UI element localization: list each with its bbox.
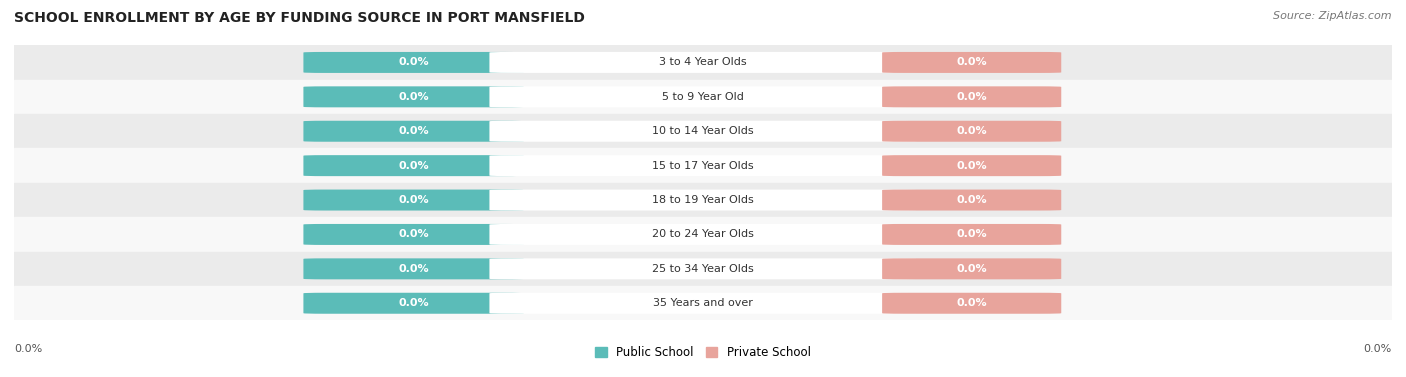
FancyBboxPatch shape [489, 258, 917, 279]
Bar [14, 217, 1392, 252]
Bar [14, 80, 1392, 114]
Text: 0.0%: 0.0% [956, 264, 987, 274]
FancyBboxPatch shape [304, 121, 524, 142]
Text: 5 to 9 Year Old: 5 to 9 Year Old [662, 92, 744, 102]
FancyBboxPatch shape [304, 190, 524, 210]
FancyBboxPatch shape [489, 121, 917, 142]
FancyBboxPatch shape [882, 190, 1062, 210]
Text: 0.0%: 0.0% [956, 195, 987, 205]
Bar [14, 45, 1392, 80]
Text: 0.0%: 0.0% [398, 161, 429, 171]
Text: 0.0%: 0.0% [398, 92, 429, 102]
FancyBboxPatch shape [304, 86, 524, 107]
FancyBboxPatch shape [304, 293, 524, 314]
FancyBboxPatch shape [882, 52, 1062, 73]
Text: 0.0%: 0.0% [398, 298, 429, 308]
FancyBboxPatch shape [304, 224, 524, 245]
FancyBboxPatch shape [304, 155, 524, 176]
Text: 3 to 4 Year Olds: 3 to 4 Year Olds [659, 57, 747, 67]
Text: SCHOOL ENROLLMENT BY AGE BY FUNDING SOURCE IN PORT MANSFIELD: SCHOOL ENROLLMENT BY AGE BY FUNDING SOUR… [14, 11, 585, 25]
Text: 0.0%: 0.0% [398, 57, 429, 67]
FancyBboxPatch shape [882, 86, 1062, 107]
Text: Source: ZipAtlas.com: Source: ZipAtlas.com [1274, 11, 1392, 21]
Text: 0.0%: 0.0% [398, 230, 429, 239]
Text: 0.0%: 0.0% [956, 126, 987, 136]
Text: 0.0%: 0.0% [14, 344, 42, 354]
FancyBboxPatch shape [882, 258, 1062, 279]
Text: 10 to 14 Year Olds: 10 to 14 Year Olds [652, 126, 754, 136]
Text: 0.0%: 0.0% [956, 57, 987, 67]
Text: 0.0%: 0.0% [1364, 344, 1392, 354]
Text: 0.0%: 0.0% [398, 126, 429, 136]
FancyBboxPatch shape [882, 155, 1062, 176]
Text: 15 to 17 Year Olds: 15 to 17 Year Olds [652, 161, 754, 171]
Bar [14, 114, 1392, 149]
Text: 18 to 19 Year Olds: 18 to 19 Year Olds [652, 195, 754, 205]
FancyBboxPatch shape [882, 293, 1062, 314]
Bar [14, 183, 1392, 217]
FancyBboxPatch shape [882, 224, 1062, 245]
Text: 0.0%: 0.0% [956, 230, 987, 239]
Text: 0.0%: 0.0% [398, 264, 429, 274]
Text: 0.0%: 0.0% [956, 298, 987, 308]
Bar [14, 252, 1392, 286]
Text: 0.0%: 0.0% [398, 195, 429, 205]
FancyBboxPatch shape [489, 293, 917, 314]
Text: 0.0%: 0.0% [956, 161, 987, 171]
Text: 25 to 34 Year Olds: 25 to 34 Year Olds [652, 264, 754, 274]
FancyBboxPatch shape [489, 155, 917, 176]
Text: 35 Years and over: 35 Years and over [652, 298, 754, 308]
FancyBboxPatch shape [489, 190, 917, 210]
Legend: Public School, Private School: Public School, Private School [591, 342, 815, 364]
FancyBboxPatch shape [304, 52, 524, 73]
Text: 0.0%: 0.0% [956, 92, 987, 102]
FancyBboxPatch shape [304, 258, 524, 279]
FancyBboxPatch shape [882, 121, 1062, 142]
Bar [14, 286, 1392, 320]
FancyBboxPatch shape [489, 224, 917, 245]
FancyBboxPatch shape [489, 86, 917, 107]
Bar [14, 149, 1392, 183]
Text: 20 to 24 Year Olds: 20 to 24 Year Olds [652, 230, 754, 239]
FancyBboxPatch shape [489, 52, 917, 73]
